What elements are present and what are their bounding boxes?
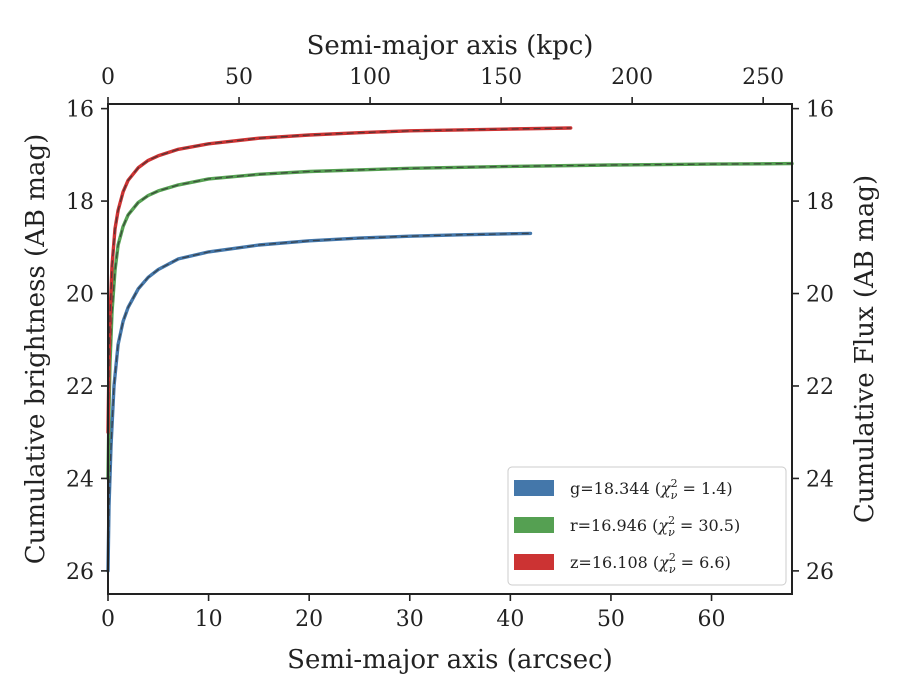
x-tick-label-6: 60: [698, 607, 726, 632]
x2-axis-label: Semi-major axis (kpc): [307, 31, 594, 61]
y-tick-label-2: 20: [66, 283, 94, 308]
x2-tick-label-2: 100: [349, 65, 391, 90]
x-tick-label-3: 30: [396, 607, 424, 632]
legend: g=18.344 (χ2 ν = 1.4) r=16.946 (χ2 ν = 30.…: [507, 466, 787, 586]
legend-swatch-g: [514, 480, 554, 496]
series-model-line-r: [107, 162, 793, 479]
ticks-layer: 0 10 20 30 40 50 60 0 50 100 150 200 250 16 16 18 18 20 20…: [66, 65, 834, 632]
y2-tick-label-5: 26: [806, 560, 834, 585]
x-axis-label: Semi-major axis (arcsec): [287, 645, 613, 675]
x2-tick-label-1: 50: [225, 65, 253, 90]
x2-tick-label-0: 0: [101, 65, 115, 90]
y-tick-label-4: 24: [66, 467, 94, 492]
legend-swatch-r: [514, 517, 554, 533]
x-tick-label-1: 10: [195, 607, 223, 632]
y-tick-label-5: 26: [66, 560, 94, 585]
y-tick-label-0: 16: [66, 98, 94, 123]
y-tick-label-3: 22: [66, 375, 94, 400]
legend-box: [507, 466, 787, 586]
x2-tick-label-4: 200: [611, 65, 653, 90]
y-tick-label-1: 18: [66, 190, 94, 215]
y-axis-label: Cumulative brightness (AB mag): [21, 134, 51, 565]
x2-tick-label-5: 250: [742, 65, 784, 90]
series-model-line-z: [107, 127, 571, 433]
x-tick-label-4: 40: [496, 607, 524, 632]
y2-tick-label-1: 18: [806, 190, 834, 215]
plot-frame: [107, 103, 793, 595]
x-tick-label-0: 0: [101, 607, 115, 632]
series-model-line-g: [107, 232, 531, 571]
legend-entry-z: z=16.108 (χ2 ν = 6.6): [570, 551, 731, 576]
y2-tick-label-2: 20: [806, 283, 834, 308]
x-tick-label-5: 50: [597, 607, 625, 632]
y2-tick-label-3: 22: [806, 375, 834, 400]
legend-swatch-z: [514, 554, 554, 570]
legend-entry-g: g=18.344 (χ2 ν = 1.4): [570, 477, 733, 502]
x2-tick-label-3: 150: [480, 65, 522, 90]
y2-axis-label: Cumulative Flux (AB mag): [850, 175, 880, 523]
y2-tick-label-4: 24: [806, 467, 834, 492]
y2-tick-label-0: 16: [806, 98, 834, 123]
x-tick-label-2: 20: [295, 607, 323, 632]
legend-entry-r: r=16.946 (χ2 ν = 30.5): [570, 514, 740, 539]
series-layer: [106, 126, 794, 573]
